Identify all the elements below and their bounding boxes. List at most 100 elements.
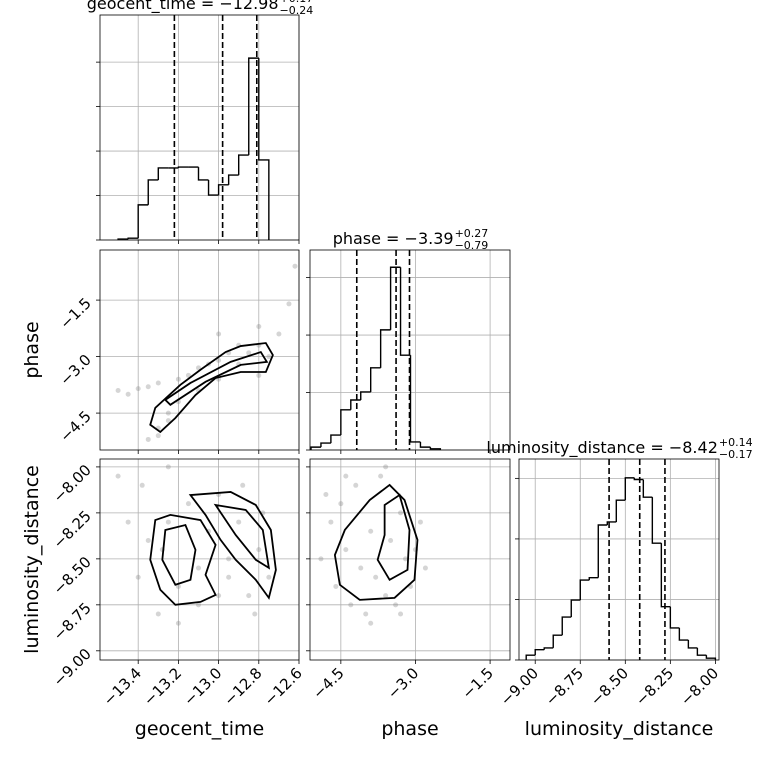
panel-title: phase = −3.39	[333, 229, 454, 248]
hist-bin	[350, 399, 361, 410]
sample-point	[417, 519, 423, 525]
sample-point	[175, 376, 181, 382]
hist-bin	[534, 649, 545, 656]
sample-point	[256, 372, 262, 378]
y-axis-label: phase	[21, 321, 43, 378]
y-tick-label: −4.5	[56, 407, 94, 445]
x-axis-label: luminosity_distance	[525, 718, 714, 740]
x-tick-label: −8.00	[677, 664, 722, 709]
sample-point	[246, 350, 252, 356]
sample-point	[165, 410, 171, 416]
sample-point	[216, 357, 222, 363]
sample-point	[398, 510, 404, 516]
sample-point	[333, 583, 339, 589]
hist-bin	[588, 576, 599, 581]
y-tick-label: −1.5	[56, 294, 94, 332]
sample-point	[236, 519, 242, 525]
hist-bin	[409, 355, 421, 443]
hist-bin	[419, 441, 431, 448]
sample-point	[383, 593, 389, 599]
x-axis-label: geocent_time	[135, 718, 264, 740]
contour	[376, 493, 411, 582]
sample-point	[195, 602, 201, 608]
sample-point	[115, 473, 121, 479]
x-tick-label: −13.4	[100, 664, 145, 709]
sample-point	[286, 301, 292, 307]
title-upper-error: +0.27	[455, 227, 489, 240]
hist-bin	[360, 391, 371, 400]
sample-point	[185, 372, 191, 378]
title-upper-error: +0.17	[280, 0, 314, 5]
sample-point	[348, 602, 354, 608]
sample-point	[398, 611, 404, 617]
sample-point	[135, 574, 141, 580]
sample-point	[252, 611, 258, 617]
hist-bin	[696, 647, 707, 656]
panel-frame	[309, 249, 511, 451]
sample-point	[256, 547, 262, 553]
sample-point	[373, 574, 379, 580]
sample-point	[338, 501, 344, 507]
hist-bin	[369, 367, 381, 392]
x-axis-label: phase	[381, 718, 438, 740]
y-tick-label: −9.00	[50, 645, 95, 690]
hist-bin	[330, 434, 341, 444]
hist-bin	[320, 442, 331, 448]
hist-bin	[197, 167, 209, 181]
sample-point	[165, 464, 171, 470]
hist-bin	[615, 499, 626, 522]
sample-point	[393, 602, 399, 608]
y-tick-label: −8.00	[50, 461, 95, 506]
x-tick-label: −8.50	[587, 664, 632, 709]
sample-point	[323, 491, 329, 497]
sample-point	[226, 556, 232, 562]
sample-point	[383, 464, 389, 470]
y-tick-label: −8.75	[50, 599, 95, 644]
sample-point	[145, 537, 151, 543]
sample-point	[266, 354, 272, 360]
sample-point	[155, 380, 161, 386]
x-tick-label: −1.5	[458, 664, 496, 702]
sample-point	[422, 565, 428, 571]
title-lower-error: −0.24	[280, 4, 314, 17]
hist-bin	[207, 179, 219, 196]
hist-bin	[127, 237, 139, 240]
hist-bin	[227, 174, 239, 185]
sample-point	[328, 519, 334, 525]
panel-frame	[99, 14, 300, 241]
panel-frame	[309, 458, 511, 661]
hist-bin	[157, 167, 169, 180]
x-tick-label: −12.6	[261, 664, 306, 709]
sample-point	[165, 519, 171, 525]
panel-title: luminosity_distance = −8.42	[486, 438, 717, 458]
panel-frame	[518, 458, 720, 661]
sample-point	[240, 482, 246, 488]
sample-point	[216, 593, 222, 599]
sample-point	[292, 263, 298, 269]
sample-point	[266, 574, 272, 580]
sample-point	[185, 501, 191, 507]
contour	[213, 503, 271, 570]
sample-point	[195, 565, 201, 571]
hist-bin	[217, 184, 229, 196]
title-lower-error: −0.79	[455, 239, 489, 252]
sample-point	[388, 537, 394, 543]
sample-point	[139, 482, 145, 488]
sample-point	[145, 384, 151, 390]
y-axis-label: luminosity_distance	[21, 465, 43, 654]
sample-point	[135, 386, 141, 392]
hist-bin	[570, 599, 581, 618]
hist-bin	[651, 497, 662, 544]
sample-point	[353, 482, 359, 488]
hist-bin	[660, 543, 671, 608]
title-upper-error: +0.14	[719, 436, 753, 449]
hist-bin	[177, 166, 189, 168]
contour	[333, 483, 419, 601]
hist-bin	[389, 266, 401, 330]
hist-bin	[137, 204, 149, 239]
sample-point	[403, 556, 409, 562]
hist-bin	[579, 579, 590, 601]
y-tick-label: −3.0	[56, 351, 94, 389]
y-tick-label: −8.50	[50, 553, 95, 598]
contour	[163, 350, 269, 406]
